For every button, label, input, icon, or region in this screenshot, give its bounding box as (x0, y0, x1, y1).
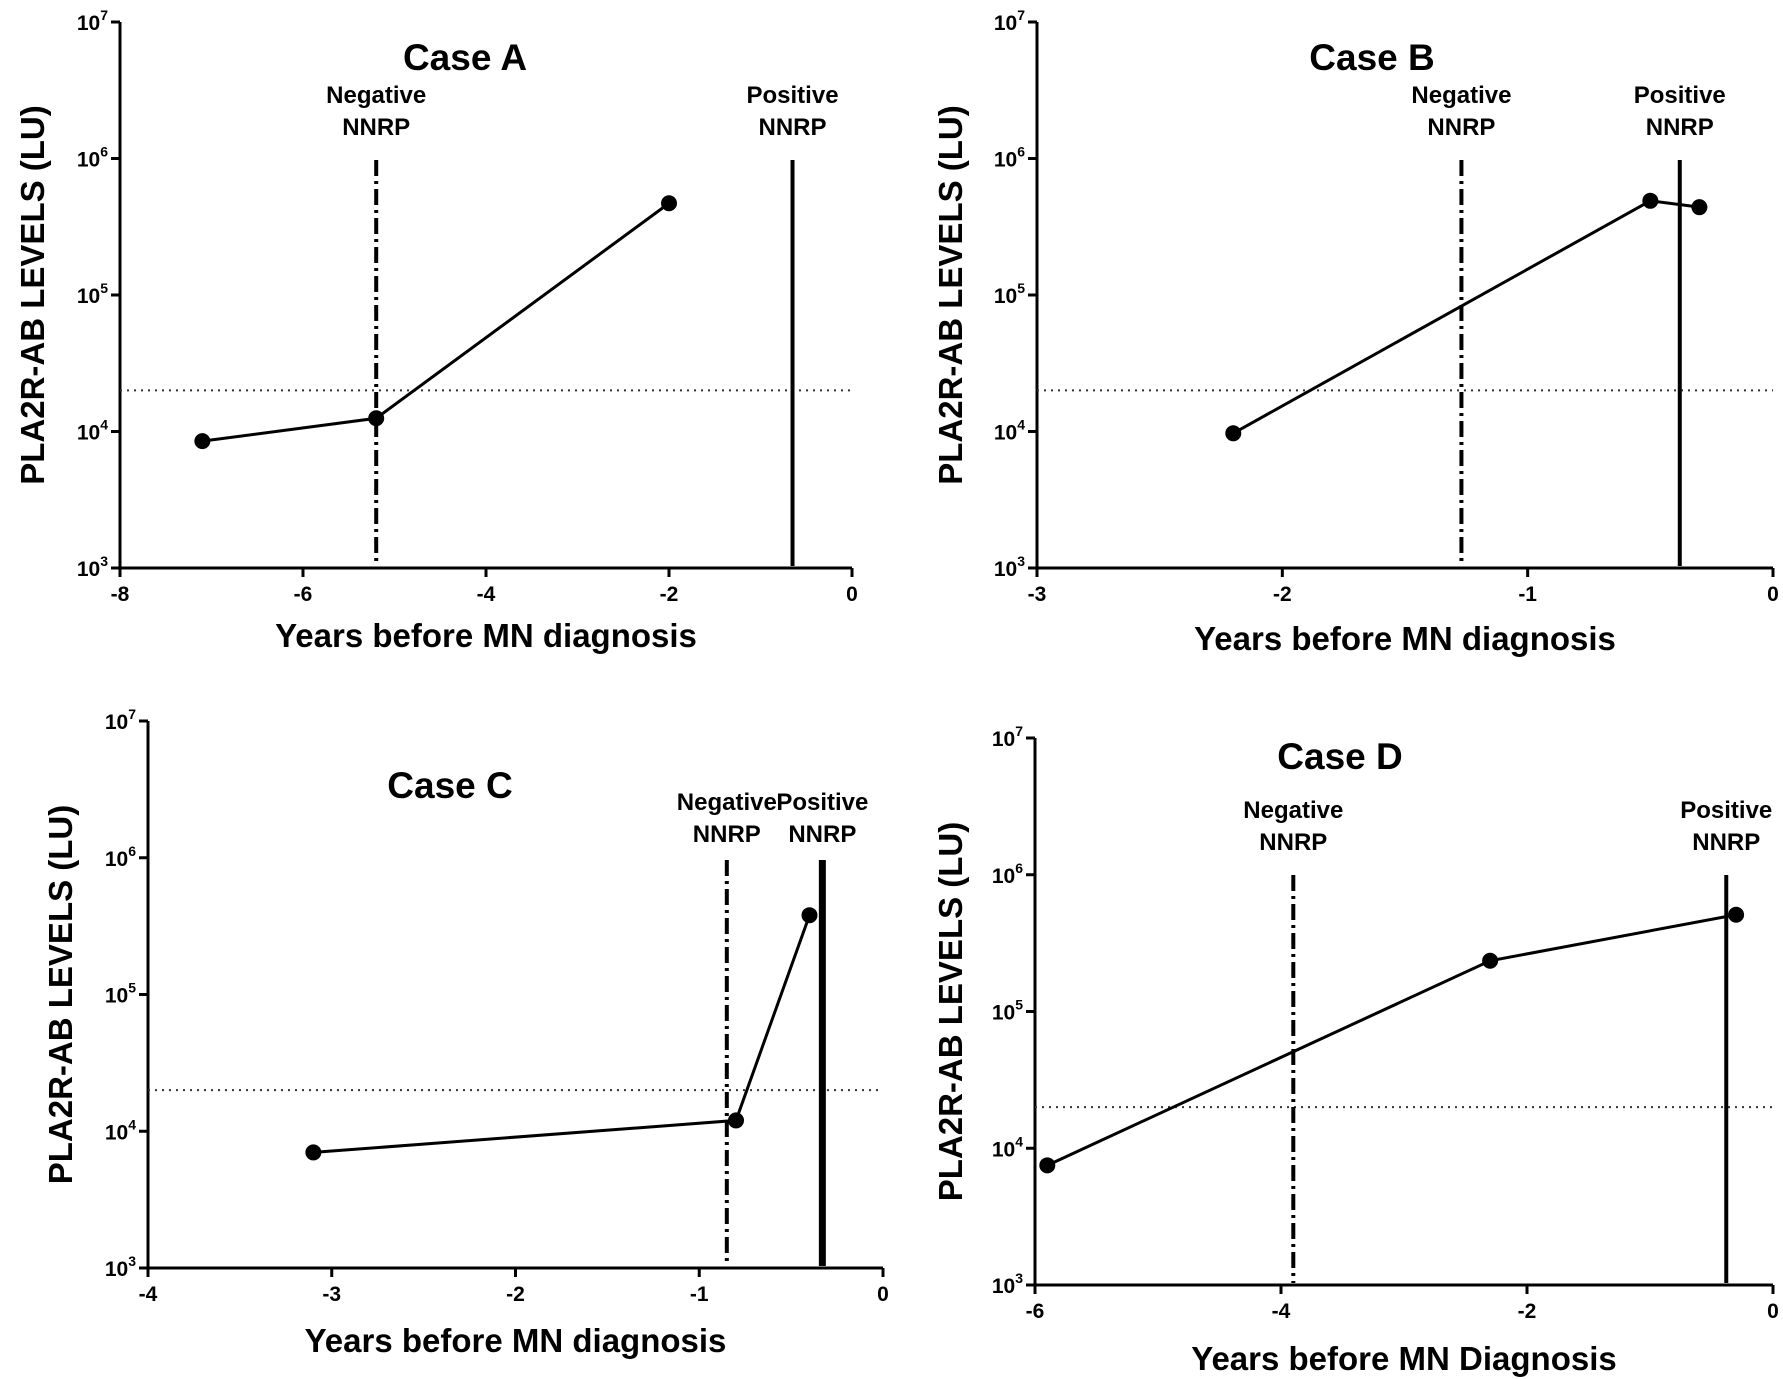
nnrp-label-line2: NNRP (1259, 829, 1327, 856)
y-tick-label: 104 (992, 1133, 1023, 1161)
data-point (1482, 952, 1499, 969)
x-tick-label: -3 (1028, 583, 1047, 606)
x-axis-title: Years before MN Diagnosis (1191, 1340, 1616, 1377)
x-tick-label: -4 (477, 583, 496, 606)
y-tick-label: 104 (77, 417, 108, 445)
case-title: Case C (387, 765, 512, 806)
nnrp-label-line1: Negative (1243, 797, 1343, 824)
chart-panel-1: -8 -6 -4 -2 0 103 104 105 106 107 Negative NNRP Posi… (14, 7, 858, 654)
case-title: Case D (1277, 736, 1402, 777)
y-tick-label: 105 (77, 280, 108, 308)
y-axis-title: PLA2R-AB LEVELS (LU) (932, 822, 969, 1202)
x-tick-label: -4 (1272, 1300, 1291, 1323)
y-tick-label: 105 (994, 280, 1025, 308)
data-point (368, 410, 385, 427)
y-tick-label: 103 (77, 553, 108, 581)
x-tick-label: -1 (1518, 583, 1537, 606)
chart-panel-2: -3 -2 -1 0 103 104 105 106 107 Negative NNRP Positi… (932, 7, 1779, 657)
x-axis-title: Years before MN diagnosis (275, 617, 697, 654)
x-tick-label: 0 (1767, 1300, 1779, 1323)
y-tick-label: 104 (994, 417, 1025, 445)
x-tick-label: -4 (139, 1283, 158, 1306)
y-tick-label: 105 (105, 980, 136, 1008)
chart-panel-3: -4 -3 -2 -1 0 103 104 105 106 107 Negative NNRP Posi… (42, 706, 889, 1359)
y-tick-label: 106 (105, 843, 136, 871)
x-tick-label: 0 (846, 583, 858, 606)
y-tick-label: 106 (77, 144, 108, 172)
data-point (1642, 192, 1659, 209)
data-point (1039, 1157, 1056, 1174)
x-tick-label: -6 (294, 583, 313, 606)
y-tick-label: 107 (994, 7, 1025, 35)
case-title: Case B (1309, 37, 1434, 78)
nnrp-label-line1: Positive (747, 82, 839, 109)
y-tick-label: 106 (992, 860, 1023, 888)
x-tick-label: -2 (1518, 1300, 1537, 1323)
data-point (728, 1112, 744, 1129)
x-tick-label: 0 (877, 1283, 889, 1306)
y-tick-label: 104 (105, 1116, 136, 1144)
y-axis-title: PLA2R-AB LEVELS (LU) (14, 105, 51, 485)
y-tick-label: 105 (992, 997, 1023, 1025)
chart-panel-4: -6 -4 -2 0 103 104 105 106 107 Negative NNRP Positi… (932, 723, 1779, 1377)
y-axis-title: PLA2R-AB LEVELS (LU) (42, 805, 79, 1185)
x-tick-label: -3 (322, 1283, 341, 1306)
y-tick-label: 107 (992, 723, 1023, 751)
y-tick-label: 103 (105, 1253, 136, 1281)
data-point (1225, 425, 1242, 442)
nnrp-label-line2: NNRP (342, 114, 410, 141)
nnrp-label-line1: Negative (326, 82, 426, 109)
y-tick-label: 107 (105, 706, 136, 734)
y-tick-label: 103 (994, 553, 1025, 581)
x-tick-label: -6 (1026, 1300, 1045, 1323)
nnrp-label-line2: NNRP (693, 821, 761, 848)
y-tick-label: 107 (77, 7, 108, 35)
x-tick-label: 0 (1767, 583, 1779, 606)
x-tick-label: -2 (660, 583, 679, 606)
data-point (801, 907, 818, 924)
nnrp-label-line1: Negative (1411, 82, 1511, 109)
nnrp-label-line2: NNRP (759, 114, 827, 141)
data-point (194, 433, 211, 450)
nnrp-label-line1: Negative (677, 789, 777, 816)
series-line (202, 202, 670, 443)
y-tick-label: 103 (992, 1270, 1023, 1298)
x-axis-title: Years before MN diagnosis (305, 1322, 727, 1359)
data-point (1691, 199, 1708, 216)
x-tick-label: -2 (506, 1283, 525, 1306)
case-title: Case A (403, 37, 527, 78)
nnrp-label-line1: Positive (776, 789, 868, 816)
data-point (661, 195, 677, 212)
nnrp-label-line2: NNRP (1646, 114, 1714, 141)
y-tick-label: 106 (994, 144, 1025, 172)
nnrp-label-line2: NNRP (1692, 829, 1760, 856)
data-point (1728, 906, 1745, 923)
series-line (1046, 913, 1737, 1167)
nnrp-label-line2: NNRP (788, 821, 856, 848)
data-point (305, 1144, 322, 1161)
x-tick-label: -8 (111, 583, 130, 606)
x-tick-label: -1 (690, 1283, 709, 1306)
series-line (1232, 199, 1700, 435)
y-axis-title: PLA2R-AB LEVELS (LU) (932, 105, 969, 485)
x-tick-label: -2 (1273, 583, 1292, 606)
nnrp-label-line2: NNRP (1427, 114, 1495, 141)
x-axis-title: Years before MN diagnosis (1194, 620, 1616, 657)
nnrp-label-line1: Positive (1634, 82, 1726, 109)
nnrp-label-line1: Positive (1680, 797, 1772, 824)
